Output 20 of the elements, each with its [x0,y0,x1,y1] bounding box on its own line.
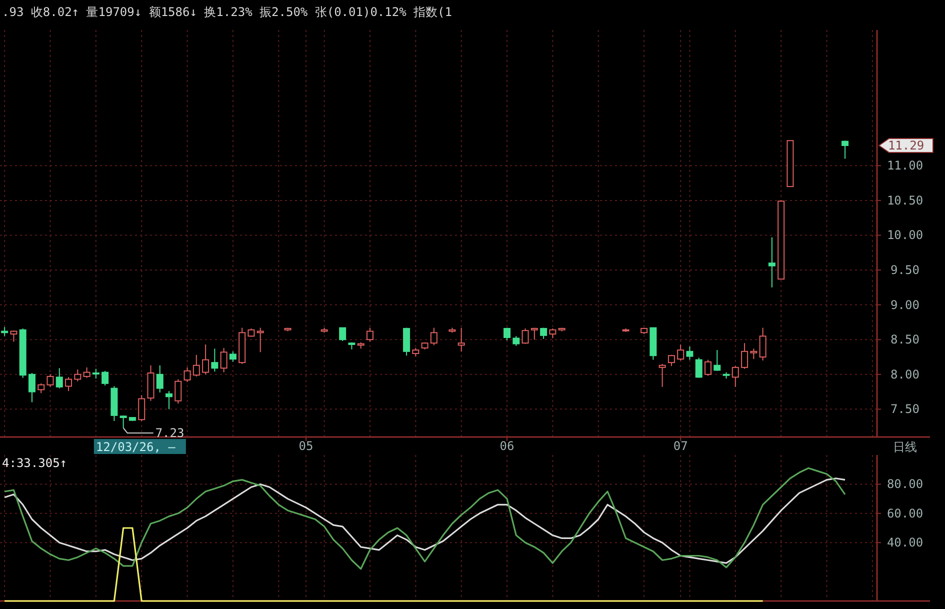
y-tick-label: 7.50 [890,402,920,416]
y-tick-label: 60.00 [886,506,924,520]
y-tick-label: 9.50 [890,263,920,278]
text: 12/03/26, — [96,440,176,454]
y-tick-label: 10.00 [886,228,924,242]
y-tick-label: 40.00 [886,536,924,550]
x-tick-label: 05 [298,439,314,453]
text: 日线 [893,440,917,454]
text: 11.29 [888,138,924,152]
x-tick-label: 07 [673,439,688,453]
y-tick-label: 80.00 [886,477,924,492]
annotation: 7.23 [155,426,184,440]
chart-title: .93 收8.02↑ 量19709↓ 额1586↓ 换1.23% 振2.50% 张(0.01)0.12% 指数(1 [2,5,452,19]
x-tick-label: 06 [500,439,514,453]
y-tick-label: 8.00 [890,367,920,382]
y-tick-label: 10.50 [886,193,924,208]
y-tick-label: 8.50 [890,332,920,347]
y-tick-label: 11.00 [886,158,924,173]
chart-title: 4:33.305↑ [2,456,68,470]
y-tick-label: 9.00 [890,298,920,312]
